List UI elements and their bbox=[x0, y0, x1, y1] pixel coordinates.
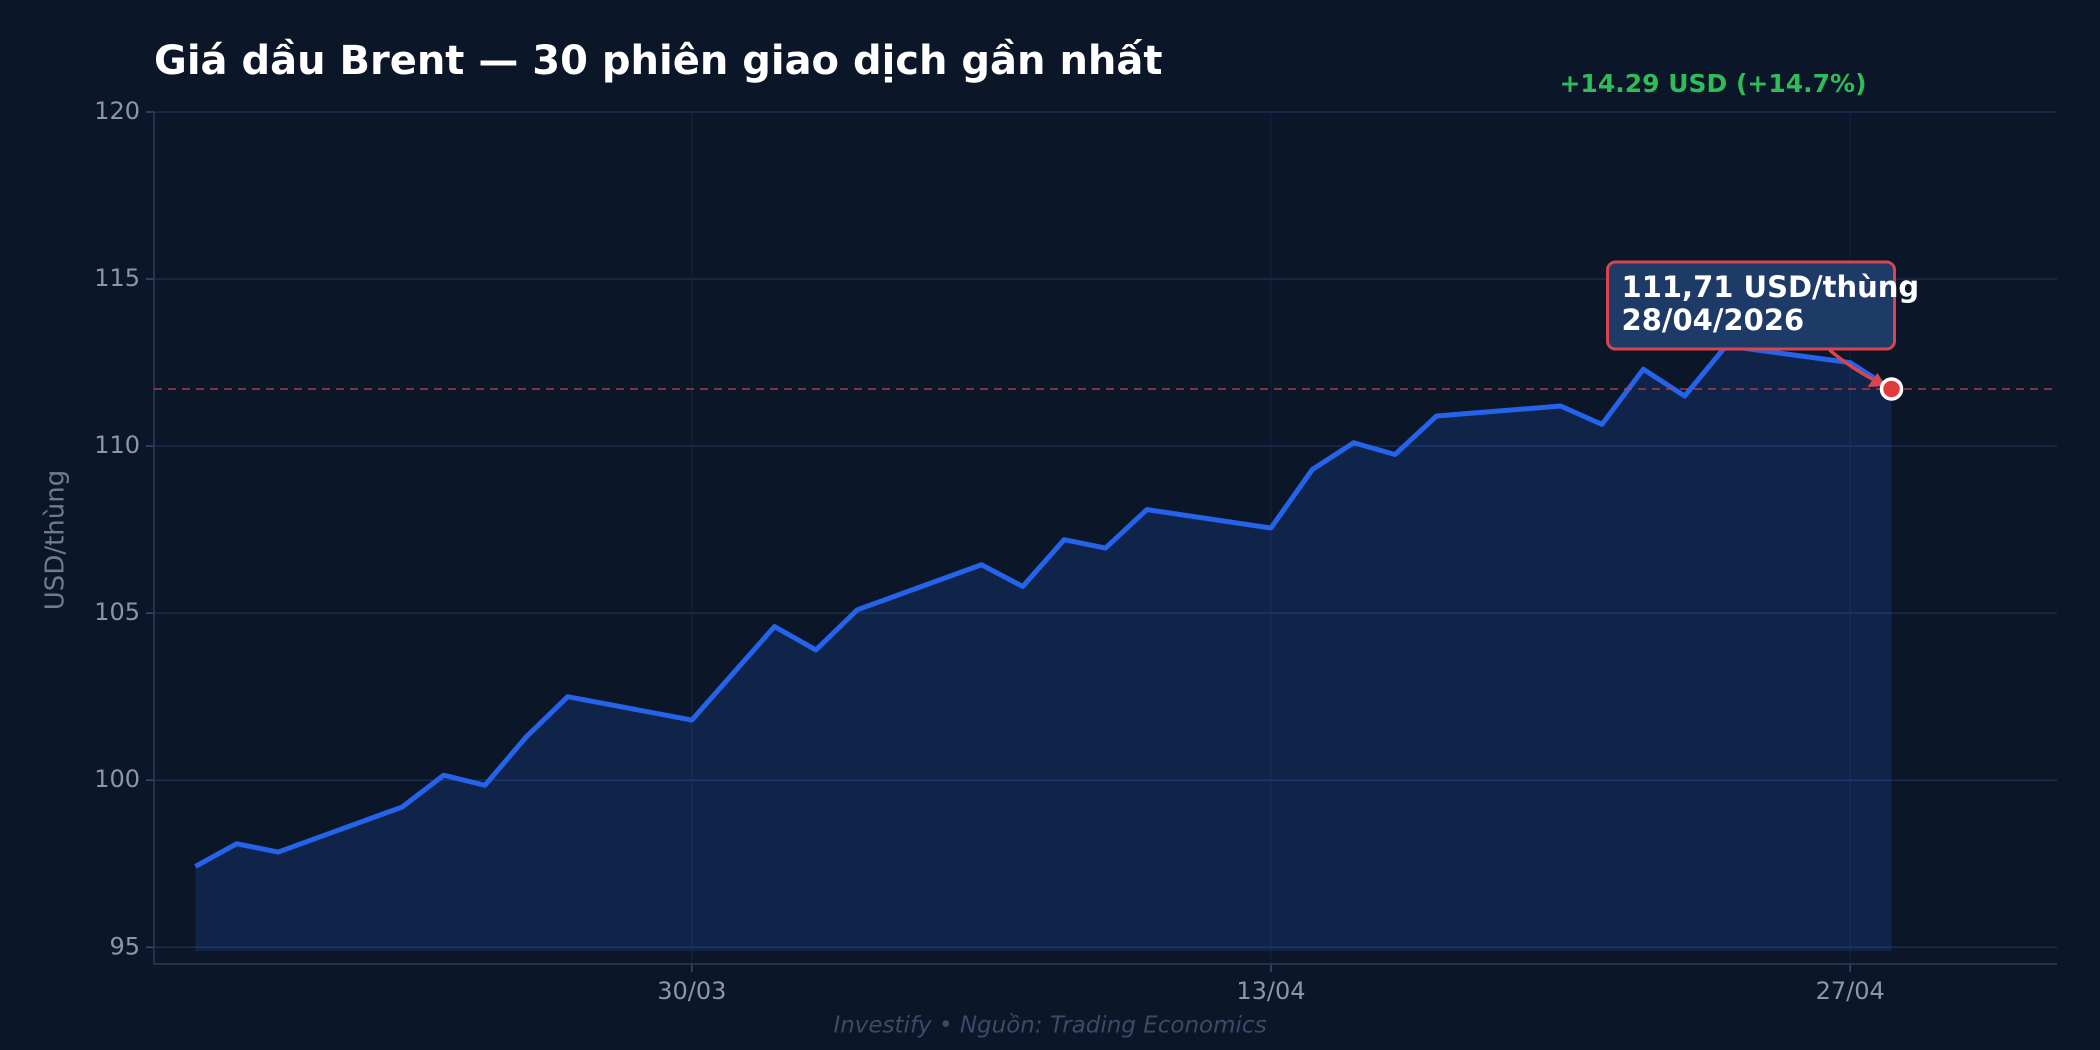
y-tick-label: 100 bbox=[94, 765, 140, 793]
line bbox=[194, 343, 1893, 869]
y-tick-label: 95 bbox=[109, 932, 140, 960]
y-tick-label: 115 bbox=[94, 264, 140, 292]
y-tick-label: 110 bbox=[94, 431, 140, 459]
last-point bbox=[1879, 377, 1904, 401]
y-tick-label: 105 bbox=[94, 598, 140, 626]
x-tick-label: 30/03 bbox=[657, 977, 726, 1005]
change-label: +14.29 USD (+14.7%) bbox=[1559, 69, 1866, 98]
annotation-box bbox=[1606, 260, 1897, 351]
y-tick-label: 120 bbox=[94, 97, 140, 125]
chart-title: Giá dầu Brent — 30 phiên giao dịch gần n… bbox=[154, 38, 1163, 84]
annotation-text: 111,71 USD/thùng bbox=[1622, 270, 1920, 304]
x-tick-label: 27/04 bbox=[1816, 977, 1885, 1005]
x-tick-label: 13/04 bbox=[1236, 977, 1305, 1005]
footer: Investify • Nguồn: Trading Economics bbox=[833, 1013, 1266, 1039]
annotation-arrowhead bbox=[1867, 372, 1886, 387]
y-axis-label: USD/thùng bbox=[41, 470, 71, 610]
area bbox=[195, 345, 1892, 952]
annotation-text: 28/04/2026 bbox=[1622, 303, 1805, 337]
